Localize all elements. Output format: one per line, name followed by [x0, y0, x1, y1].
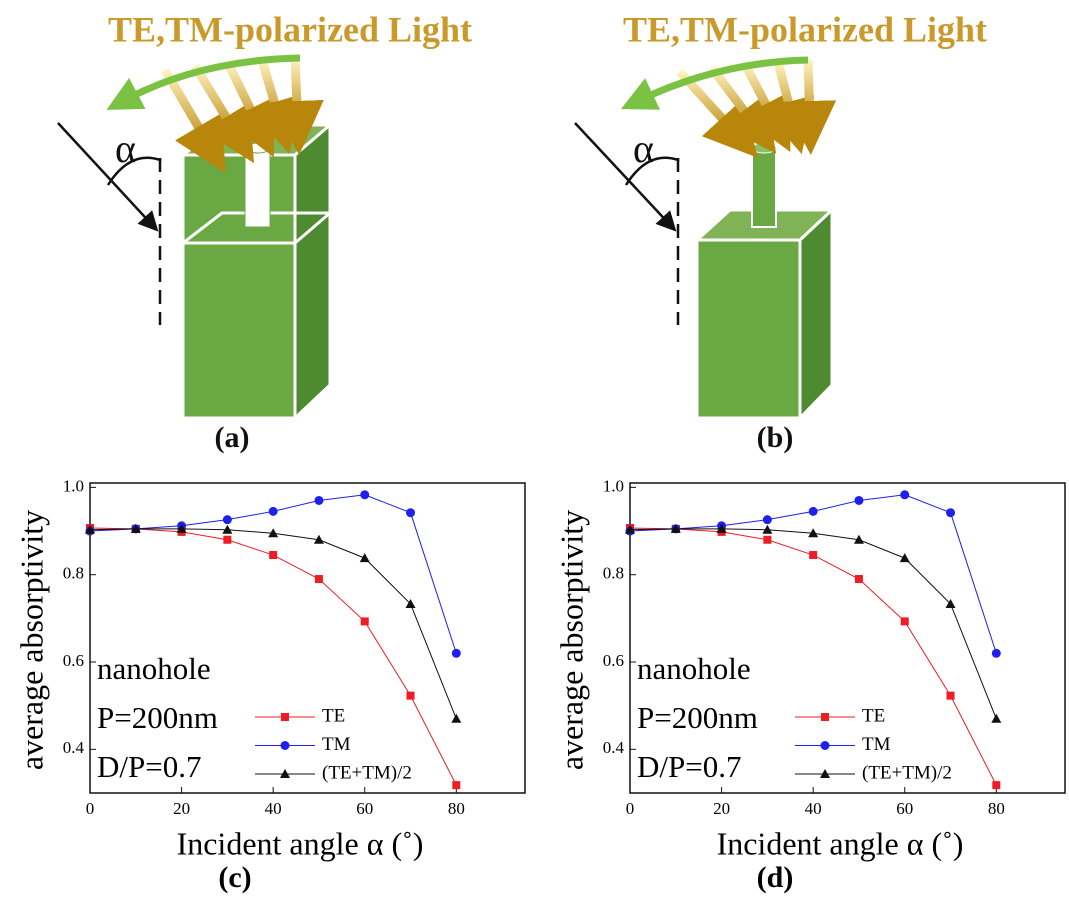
panel-title: TE,TM-polarized Light — [108, 9, 472, 49]
x-axis-label: Incident angle α (˚) — [717, 825, 964, 861]
figure: TE,TM-polarized Light α (a) TE,TM-polari… — [0, 0, 1069, 900]
marker — [763, 536, 771, 544]
annotation: nanohole — [97, 651, 211, 686]
hole — [245, 148, 270, 227]
marker — [223, 536, 231, 544]
x-tick-label: 80 — [988, 799, 1005, 818]
marker — [901, 617, 909, 625]
marker — [855, 575, 863, 583]
marker — [269, 507, 278, 516]
marker — [992, 781, 1000, 789]
marker — [269, 551, 277, 559]
x-tick-label: 80 — [448, 799, 465, 818]
y-tick-label: 1.0 — [603, 476, 624, 495]
x-tick-label: 0 — [86, 799, 95, 818]
marker — [361, 617, 369, 625]
marker — [406, 508, 415, 517]
incident-line — [575, 123, 673, 228]
marker — [314, 496, 323, 505]
marker — [281, 741, 290, 750]
x-tick-label: 40 — [265, 799, 282, 818]
marker — [992, 649, 1001, 658]
pillar — [752, 148, 776, 227]
legend-label: TM — [862, 734, 891, 755]
legend-label: (TE+TM)/2 — [862, 762, 952, 783]
annotation: nanohole — [637, 651, 751, 686]
plot-frame — [90, 483, 525, 793]
marker — [763, 515, 772, 524]
marker — [809, 507, 818, 516]
y-tick-label: 0.8 — [603, 564, 624, 583]
marker — [360, 553, 370, 562]
x-axis-label: Incident angle α (˚) — [177, 825, 424, 861]
legend-label: TM — [322, 734, 351, 755]
marker — [452, 649, 461, 658]
marker — [315, 575, 323, 583]
marker — [991, 714, 1001, 723]
x-tick-label: 0 — [626, 799, 635, 818]
legend-label: TE — [322, 705, 345, 726]
angle-label: α — [633, 126, 654, 171]
incident-line — [58, 123, 155, 228]
marker — [451, 714, 461, 723]
marker — [809, 551, 817, 559]
x-tick-label: 40 — [805, 799, 822, 818]
y-tick-label: 0.8 — [63, 564, 84, 583]
panel-label: (d) — [757, 861, 794, 894]
annotation: P=200nm — [637, 700, 758, 735]
y-tick-label: 0.6 — [63, 651, 84, 670]
marker — [854, 496, 863, 505]
box-side — [295, 125, 330, 418]
marker — [947, 692, 955, 700]
marker — [900, 553, 910, 562]
box-front — [183, 155, 295, 418]
y-tick-label: 0.4 — [63, 738, 85, 757]
marker — [360, 490, 369, 499]
panel-label: (b) — [757, 421, 794, 454]
box-side — [800, 210, 832, 418]
y-tick-label: 0.4 — [603, 738, 625, 757]
panel-label: (c) — [218, 861, 251, 894]
plot-frame — [630, 483, 1065, 793]
annotation: D/P=0.7 — [637, 749, 741, 784]
panel-a: TE,TM-polarized Light α (a) — [58, 9, 472, 454]
light-rays — [680, 60, 810, 138]
legend-label: (TE+TM)/2 — [322, 762, 412, 783]
y-axis-label: average absorptivity — [553, 510, 589, 770]
annotation: P=200nm — [97, 700, 218, 735]
series-line — [90, 495, 456, 653]
x-tick-label: 60 — [356, 799, 373, 818]
marker — [900, 490, 909, 499]
marker — [452, 781, 460, 789]
series-line — [630, 495, 996, 653]
panel-label: (a) — [215, 421, 250, 454]
marker — [223, 515, 232, 524]
x-tick-label: 20 — [173, 799, 190, 818]
marker — [821, 713, 829, 721]
marker — [407, 692, 415, 700]
x-tick-label: 20 — [713, 799, 730, 818]
pillar-top — [752, 143, 776, 153]
angle-label: α — [115, 126, 136, 171]
legend-label: TE — [862, 705, 885, 726]
panel-title: TE,TM-polarized Light — [623, 9, 987, 49]
x-tick-label: 60 — [896, 799, 913, 818]
marker — [281, 713, 289, 721]
marker — [821, 741, 830, 750]
y-tick-label: 0.6 — [603, 651, 624, 670]
annotation: D/P=0.7 — [97, 749, 201, 784]
hole-top — [245, 143, 270, 153]
panel-b: TE,TM-polarized Light α (b) — [575, 9, 987, 454]
y-tick-label: 1.0 — [63, 476, 84, 495]
box-front — [697, 240, 800, 418]
marker — [946, 508, 955, 517]
y-axis-label: average absorptivity — [13, 510, 49, 770]
